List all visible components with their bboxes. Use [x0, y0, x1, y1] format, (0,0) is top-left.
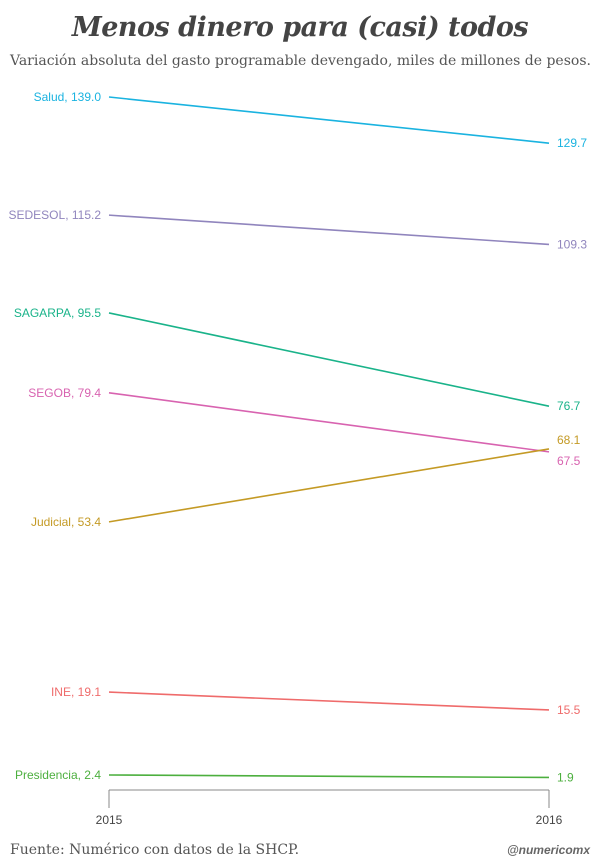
- series-line-ine: [108, 691, 550, 711]
- series-start-label-sagarpa: SAGARPA, 95.5: [14, 306, 101, 320]
- series-end-label-sedesol: 109.3: [557, 237, 587, 251]
- chart-title: Menos dinero para (casi) todos: [71, 12, 529, 43]
- series-line-judicial: [108, 448, 550, 523]
- series-end-label-salud: 129.7: [557, 136, 587, 150]
- series-start-label-presidencia: Presidencia, 2.4: [15, 768, 101, 782]
- chart-subtitle: Variación absoluta del gasto programable…: [10, 53, 591, 69]
- series-end-label-presidencia: 1.9: [557, 770, 574, 784]
- series-start-label-ine: INE, 19.1: [51, 685, 101, 699]
- x-axis: 2015 2016: [96, 789, 563, 827]
- series-line-salud: [108, 96, 550, 144]
- series-start-label-sedesol: SEDESOL, 115.2: [9, 208, 102, 222]
- series-line-sagarpa: [108, 312, 550, 408]
- series-layer: Salud, 139.0 129.7 SEDESOL, 115.2 109.3 SAGA…: [9, 90, 588, 784]
- series-start-label-segob: SEGOB, 79.4: [28, 386, 101, 400]
- x-tick-label-2016: 2016: [536, 813, 563, 827]
- series-start-label-judicial: Judicial, 53.4: [31, 515, 101, 529]
- series-start-label-salud: Salud, 139.0: [34, 90, 102, 104]
- series-end-label-judicial: 68.1: [557, 433, 581, 447]
- series-end-label-segob: 67.5: [557, 454, 581, 468]
- series-end-label-ine: 15.5: [557, 703, 581, 717]
- source-note: Fuente: Numérico con datos de la SHCP.: [10, 842, 300, 858]
- series-line-presidencia: [108, 774, 550, 779]
- series-line-sedesol: [108, 214, 550, 246]
- x-tick-label-2015: 2015: [96, 813, 123, 827]
- series-end-label-sagarpa: 76.7: [557, 399, 581, 413]
- credit-handle: @numericomx: [506, 843, 590, 857]
- series-line-segob: [108, 392, 550, 453]
